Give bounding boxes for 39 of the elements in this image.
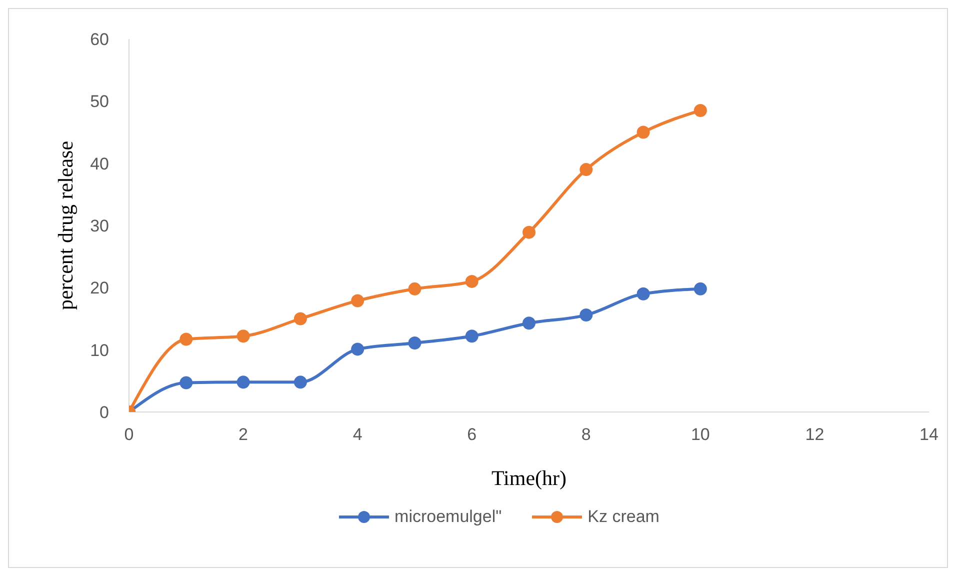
y-tick-label: 20 [90,278,109,298]
point [180,376,193,390]
point [580,308,593,322]
x-axis-title: Time(hr) [491,466,567,490]
x-tick-label: 8 [581,425,591,444]
point [408,336,422,350]
point [294,376,307,389]
y-tick-label: 30 [90,216,109,236]
point [694,282,707,296]
x-tick-label: 14 [920,425,938,444]
x-tick-label: 6 [467,425,477,444]
point [236,376,250,389]
y-tick-label: 40 [90,154,109,174]
point [180,332,193,346]
point [351,294,364,308]
y-tick-label: 50 [90,92,109,112]
y-tick-label: 10 [90,340,109,360]
point [465,274,478,288]
x-tick-label: 0 [124,425,134,444]
legend-label: Kz cream [588,507,660,527]
point [636,287,650,300]
x-tick-label: 4 [352,425,362,444]
x-tick-label: 10 [690,425,710,444]
point [522,316,536,330]
point [465,330,478,343]
legend-label: microemulgel" [394,507,502,527]
y-tick-label: 0 [100,403,109,422]
point [694,104,707,117]
point [351,342,364,356]
point [522,226,536,239]
point [408,282,422,296]
y-tick-label: 60 [90,30,109,50]
point [236,330,250,343]
point [580,163,593,176]
x-tick-label: 12 [805,425,824,444]
y-axis-title: percent drug release [53,140,78,310]
x-tick-label: 2 [238,425,248,444]
point [636,126,650,139]
point [294,312,307,326]
